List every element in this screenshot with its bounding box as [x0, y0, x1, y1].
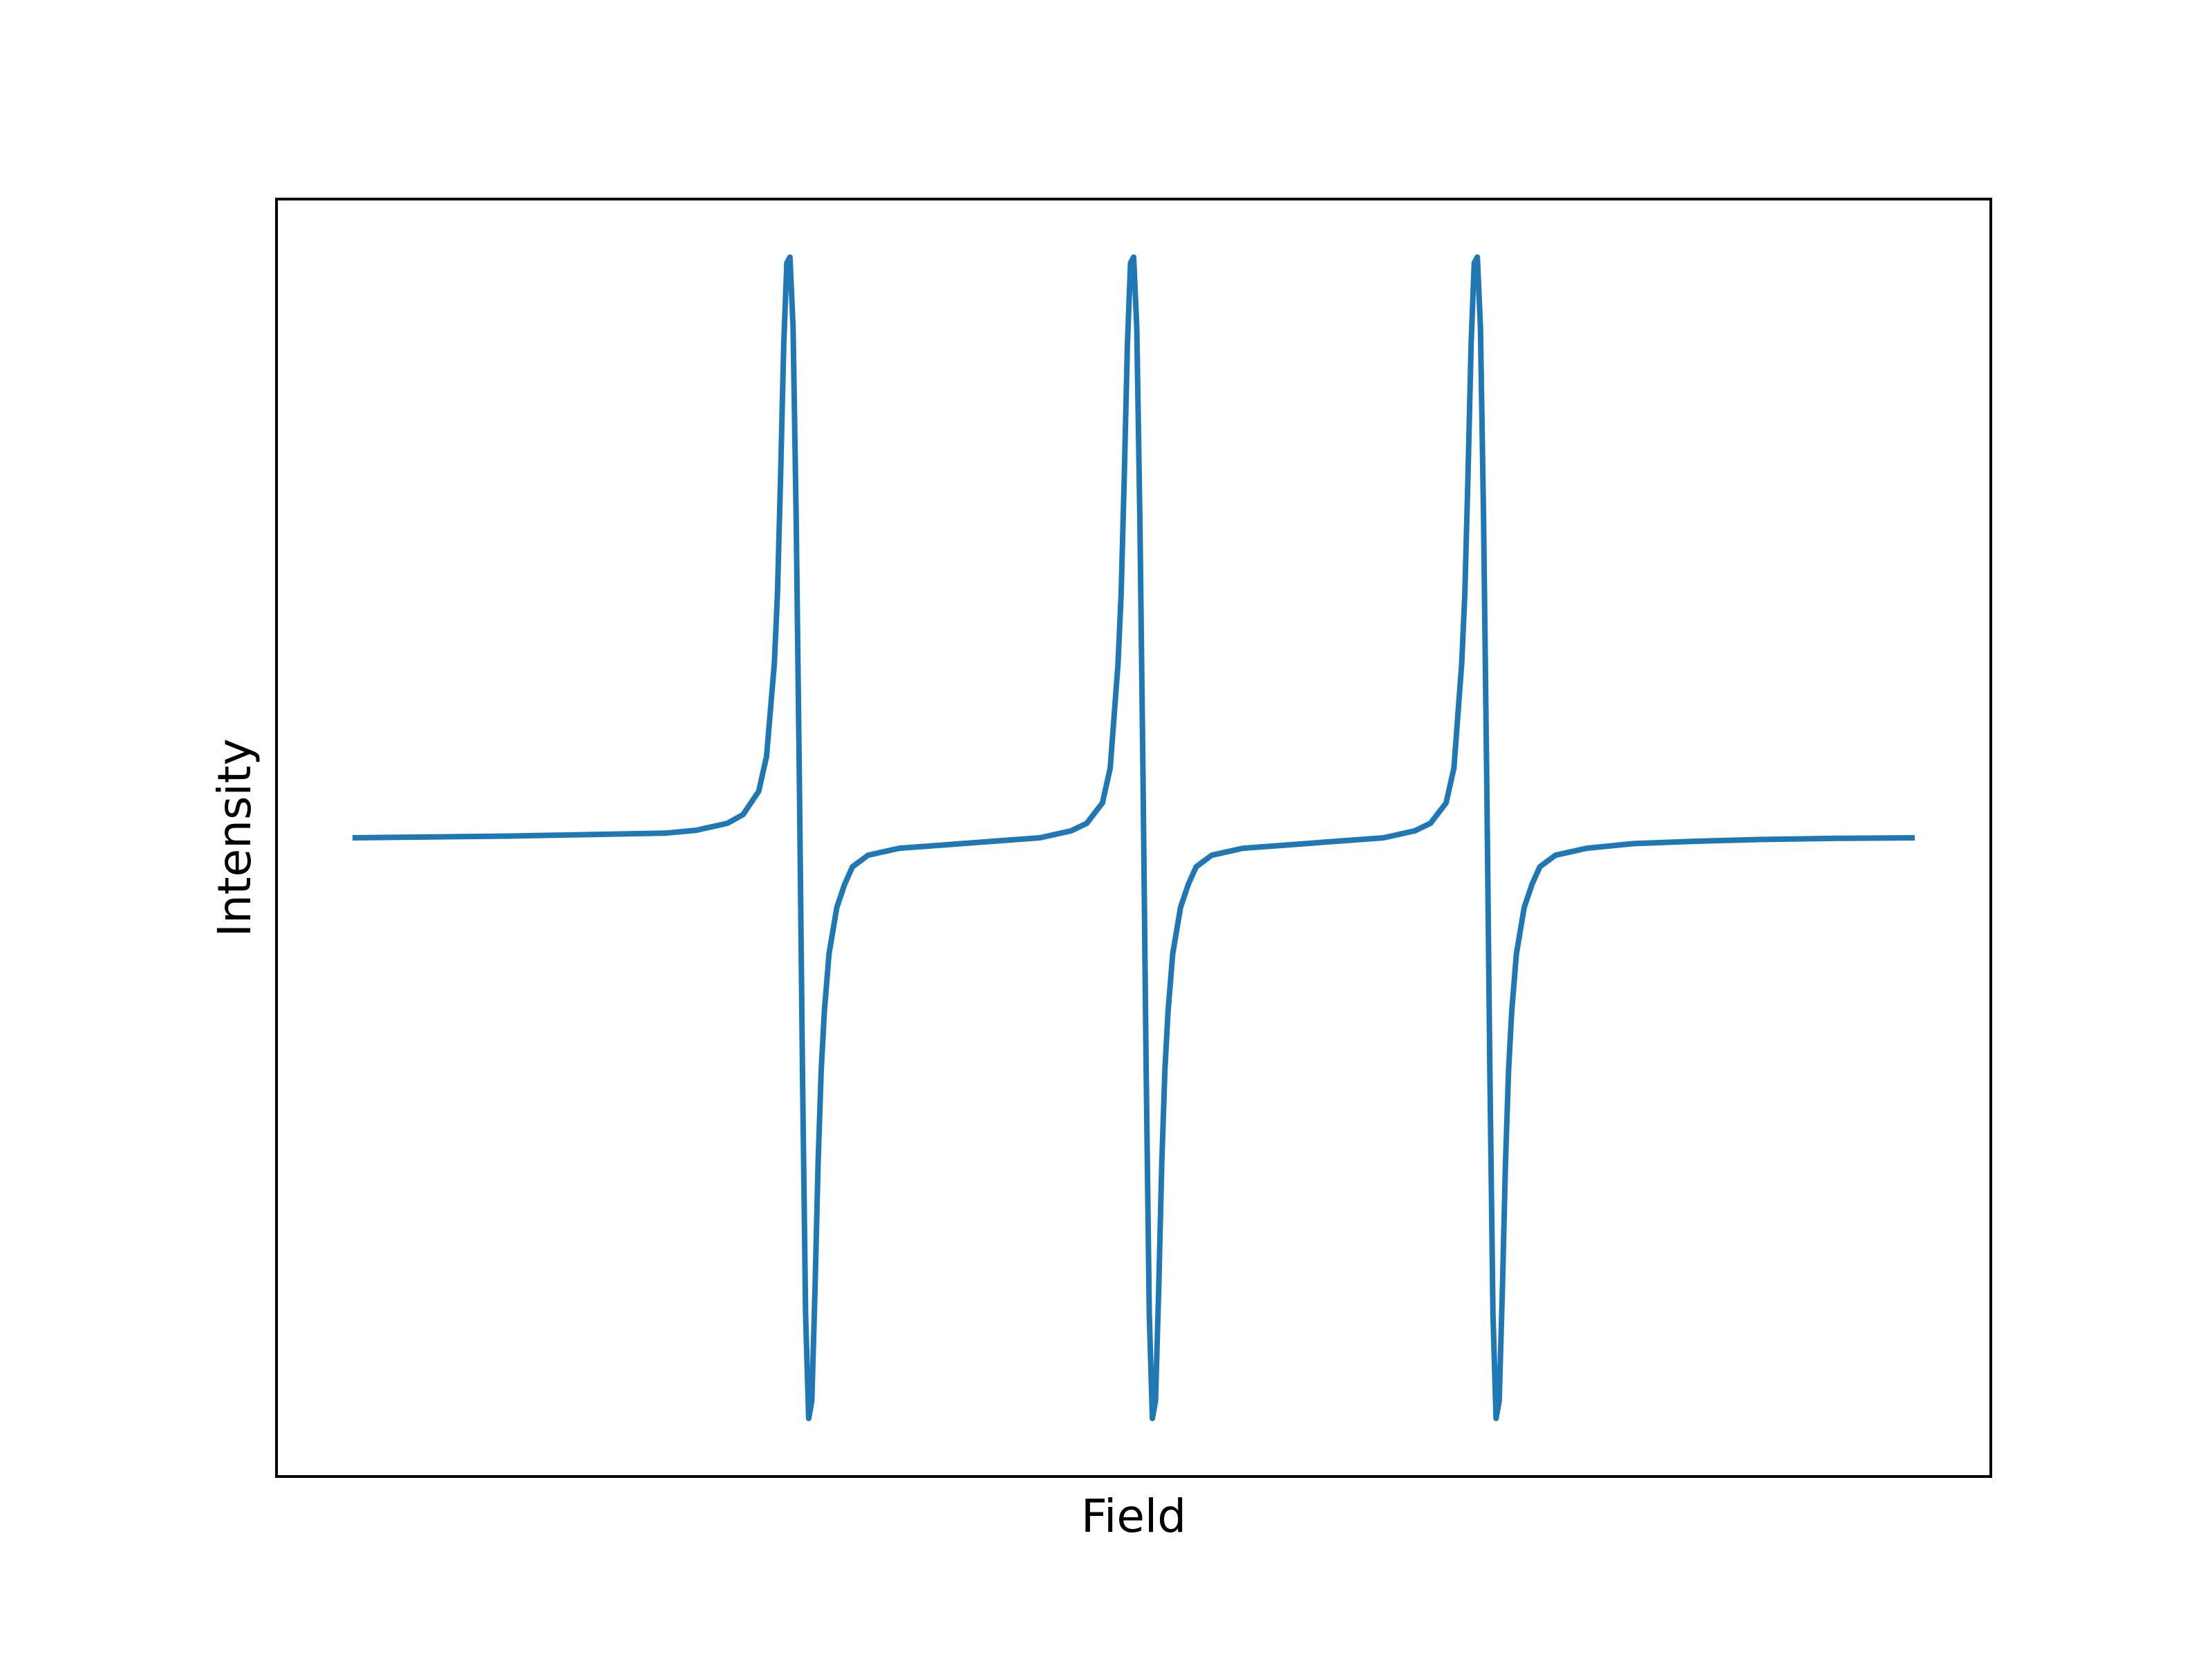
- y-axis-label: Intensity: [208, 738, 261, 937]
- x-axis-label: Field: [1081, 1490, 1186, 1543]
- series-line: [352, 254, 1915, 1421]
- plot-frame: [275, 198, 1992, 1478]
